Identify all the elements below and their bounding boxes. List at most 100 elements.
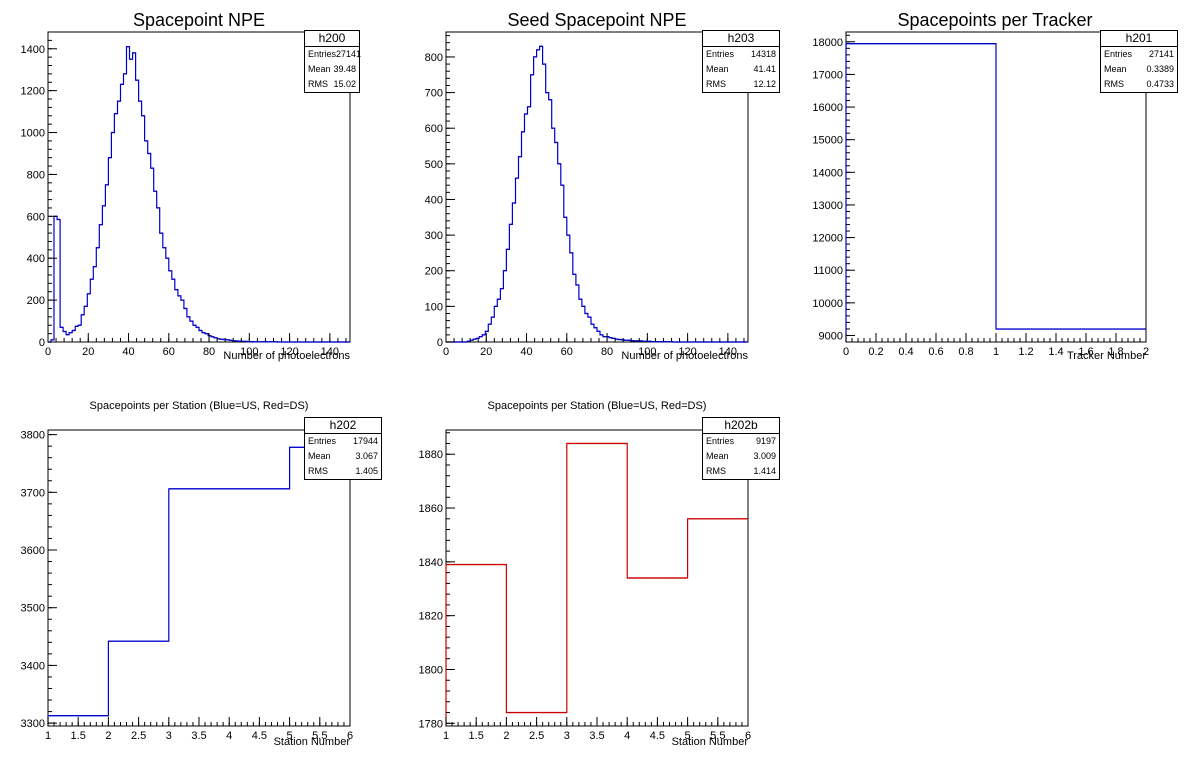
x-tick-label: 60 [163,346,175,358]
stats-row: RMS 15.02 [305,77,359,92]
histogram-line [445,442,748,726]
x-tick-label: 6 [745,730,751,742]
histogram-panel-h203: 0 20 40 60 80 100 120 140 0 100 200 300 400 500 600 700… [425,31,749,358]
x-axis-title: Tracker Number [1066,350,1146,362]
stats-value: 0.4733 [1146,79,1174,89]
stats-label: Mean [706,64,729,74]
y-tick-label: 3700 [21,487,45,499]
x-tick-label: 1.4 [1048,346,1063,358]
x-tick-label: 5 [685,730,691,742]
x-axis-title: Station Number [671,736,748,748]
x-tick-label: 140 [321,346,339,358]
x-tick-label: 2 [105,730,111,742]
y-tick-label: 600 [425,123,443,135]
y-tick-label: 3300 [21,718,45,730]
x-tick-label: 0 [45,346,51,358]
x-tick-label: 20 [82,346,94,358]
x-tick-label: 3.5 [589,730,604,742]
x-tick-label: 0.2 [868,346,883,358]
stats-row: Entries 17944 [305,434,381,449]
x-tick-label: 1.6 [1078,346,1093,358]
stats-box: h202 Entries 17944 Mean 3.067 RMS 1.405 [304,417,382,480]
x-tick-label: 4.5 [252,730,267,742]
y-tick-label: 100 [425,301,443,313]
x-tick-label: 3 [166,730,172,742]
stats-label: Entries [706,436,735,446]
x-tick-label: 1 [993,346,999,358]
stats-value: 39.48 [333,64,356,74]
x-tick-label: 80 [601,346,613,358]
x-tick-label: 120 [280,346,298,358]
chart-title: Seed Spacepoint NPE [507,10,687,30]
stats-label: Entries [1104,49,1133,59]
stats-label: Entries [308,49,337,59]
x-tick-label: 5 [287,730,293,742]
y-tick-label: 3800 [21,430,45,442]
x-tick-label: 1.5 [71,730,86,742]
chart-title: Spacepoint NPE [132,10,266,30]
stats-value: 14318 [750,49,776,59]
stats-row: Mean 3.009 [703,449,779,464]
y-tick-label: 12000 [812,233,843,245]
x-tick-label: 3.5 [191,730,206,742]
x-tick-label: 1.5 [469,730,484,742]
y-tick-label: 10000 [812,298,843,310]
stats-box: h200 Entries 27141 Mean 39.48 RMS 15.02 [304,30,362,93]
stats-row: RMS 12.12 [703,77,779,92]
stats-value: 1.414 [753,466,776,476]
stats-label: Mean [1104,64,1127,74]
y-tick-label: 200 [425,266,443,278]
stats-value: 9197 [755,436,776,446]
stats-value: 17944 [352,436,378,446]
plot-frame [445,31,749,343]
chart-title: Spacepoints per Tracker [897,10,1093,30]
stats-row: Entries 14318 [703,47,779,62]
histogram-name: h202 [305,418,381,434]
x-tick-label: 0 [843,346,849,358]
y-tick-label: 800 [27,169,45,181]
x-axis-title: Station Number [273,736,350,748]
y-tick-label: 1400 [21,44,45,56]
stats-label: RMS [706,79,726,89]
stats-value: 27141 [1148,49,1174,59]
stats-box: h201 Entries 27141 Mean 0.3389 RMS 0.4733 [1100,30,1178,93]
x-tick-label: 1 [45,730,51,742]
x-tick-label: 40 [122,346,134,358]
y-tick-label: 3500 [21,603,45,615]
stats-label: Mean [308,451,331,461]
stats-value: 1.405 [355,466,378,476]
x-axis-title: Number of photoelectrons [223,350,350,362]
y-tick-label: 17000 [812,69,843,81]
stats-value: 41.41 [753,64,776,74]
y-tick-label: 1820 [419,611,443,623]
histogram-name: h201 [1101,31,1177,47]
stats-value: 3.009 [753,451,776,461]
y-tick-label: 0 [39,337,45,349]
y-tick-label: 13000 [812,200,843,212]
y-tick-label: 1840 [419,557,443,569]
x-tick-label: 6 [347,730,353,742]
x-tick-label: 0.6 [928,346,943,358]
stats-row: Mean 41.41 [703,62,779,77]
stats-label: RMS [1104,79,1124,89]
stats-label: RMS [308,79,328,89]
stats-row: RMS 1.414 [703,464,779,479]
x-tick-label: 1.8 [1108,346,1123,358]
x-tick-label: 0.8 [958,346,973,358]
y-tick-label: 15000 [812,135,843,147]
y-tick-label: 800 [425,52,443,64]
stats-value: 27141 [336,49,362,59]
y-tick-label: 3400 [21,660,45,672]
x-tick-label: 100 [240,346,258,358]
chart-title: Spacepoints per Station (Blue=US, Red=DS… [487,400,707,412]
stats-value: 0.3389 [1146,64,1174,74]
stats-row: Mean 3.067 [305,449,381,464]
histogram-panel-h201: 0 0.2 0.4 0.6 0.8 1 1.2 1.4 1.6 1.8 2 9000 10000 1100… [812,31,1149,358]
y-tick-label: 300 [425,230,443,242]
y-tick-label: 1000 [21,128,45,140]
x-tick-label: 120 [678,346,696,358]
x-tick-label: 5.5 [710,730,725,742]
chart-title: Spacepoints per Station (Blue=US, Red=DS… [89,400,309,412]
histogram-panel-h200: 0 20 40 60 80 100 120 1400200400600800100012001… [21,31,351,358]
